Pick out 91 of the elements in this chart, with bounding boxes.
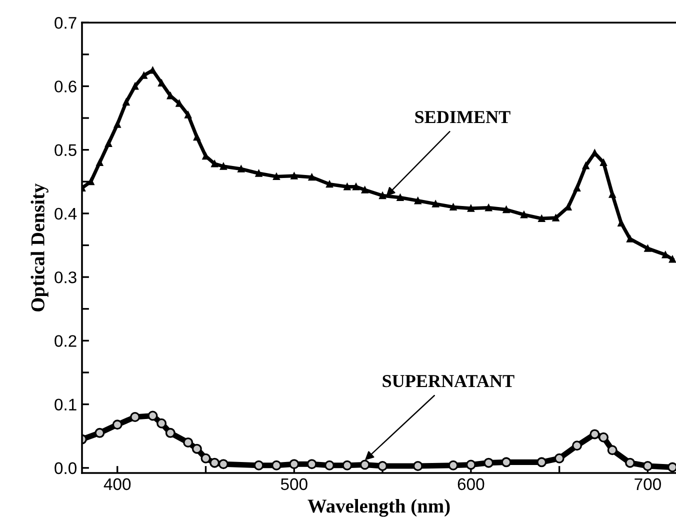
point [432, 200, 440, 208]
point [667, 462, 676, 472]
x-tick-label: 400 [104, 478, 131, 490]
point [148, 410, 158, 421]
x-tick-label: 500 [280, 478, 308, 490]
point [344, 183, 351, 190]
y-tick-label: 0.1 [54, 398, 76, 410]
point [450, 204, 457, 211]
y-tick-label: 0.4 [54, 208, 77, 220]
point [396, 194, 404, 202]
y-axis-title: Optical Density [30, 183, 48, 312]
point [644, 244, 652, 252]
point [114, 120, 121, 128]
point [574, 184, 580, 192]
point [502, 206, 510, 214]
point [210, 458, 220, 468]
point [662, 251, 669, 258]
point [590, 429, 600, 440]
point [467, 204, 474, 212]
point [466, 460, 476, 470]
point [130, 412, 140, 422]
y-tick-label: 0.6 [54, 80, 76, 92]
point [105, 140, 112, 147]
point [607, 445, 618, 456]
point [192, 444, 202, 454]
point [183, 437, 194, 448]
point [360, 460, 370, 470]
point [485, 204, 492, 212]
y-tick-label: 0.2 [54, 335, 76, 347]
point [608, 190, 616, 198]
point [271, 460, 282, 470]
point [132, 82, 139, 90]
point [536, 457, 547, 468]
point [308, 174, 316, 181]
point [156, 418, 167, 428]
point [211, 160, 218, 168]
point [484, 458, 494, 468]
point [290, 172, 298, 180]
y-tick-label: 0.3 [54, 271, 76, 284]
point [642, 461, 653, 472]
x-tick-label: 600 [458, 478, 484, 490]
point [112, 420, 122, 430]
point [122, 98, 130, 106]
point [200, 453, 211, 464]
point [165, 428, 176, 438]
point [96, 159, 104, 166]
point [184, 111, 192, 118]
point [598, 432, 609, 442]
point [289, 459, 300, 470]
point [272, 173, 280, 180]
point [255, 170, 262, 177]
point [626, 235, 634, 242]
point [361, 186, 368, 194]
point [326, 180, 333, 188]
x-tick-label: 700 [634, 478, 661, 490]
point [218, 459, 228, 470]
point [582, 162, 590, 170]
point [324, 460, 334, 470]
point [176, 100, 183, 107]
point [379, 192, 386, 200]
point [238, 165, 245, 172]
point [158, 80, 166, 87]
point [94, 428, 105, 438]
point [193, 134, 200, 141]
point [378, 461, 388, 472]
point [149, 66, 156, 74]
point [618, 220, 625, 226]
point [538, 215, 546, 222]
point [306, 459, 317, 470]
point [552, 214, 560, 222]
point [220, 162, 227, 170]
point [600, 159, 607, 166]
annotation: SEDIMENT [415, 111, 510, 124]
x-axis-title: Wavelength (nm) [308, 498, 450, 517]
point [342, 460, 352, 470]
point [254, 460, 264, 470]
point [668, 256, 676, 263]
point [572, 440, 582, 451]
point [554, 453, 564, 464]
annotation: SUPERNATANT [382, 375, 514, 388]
y-tick-label: 0.5 [54, 144, 76, 156]
y-tick-label: 0.7 [54, 17, 76, 29]
point [412, 461, 423, 472]
point [166, 92, 174, 100]
text: 0.0 [54, 462, 76, 474]
point [448, 460, 458, 470]
point [520, 211, 528, 218]
point [625, 458, 636, 468]
point [414, 197, 422, 204]
point [501, 457, 512, 468]
point [352, 183, 360, 190]
